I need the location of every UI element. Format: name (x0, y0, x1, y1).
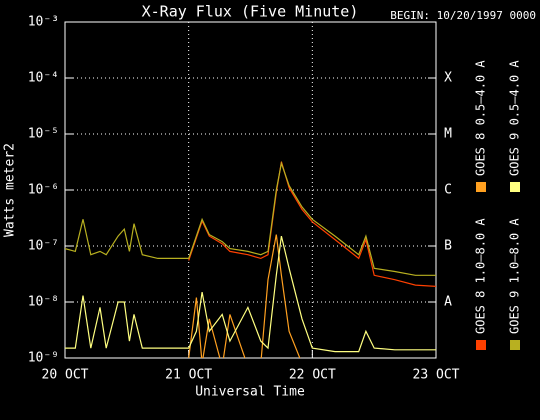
chart-title: X-Ray Flux (Five Minute) (142, 3, 359, 21)
x-tick-label: 23 OCT (413, 368, 460, 383)
y-tick-label: 10⁻⁶ (28, 183, 59, 198)
legend-swatch (476, 182, 486, 192)
y-tick-label: 10⁻⁵ (28, 127, 59, 142)
chart-subtitle: BEGIN: 10/20/1997 0000 (390, 9, 536, 22)
legend-swatch (476, 340, 486, 350)
class-label: X (444, 71, 452, 86)
series-line (188, 161, 436, 287)
y-tick-label: 10⁻⁴ (28, 71, 59, 86)
legend-label: GOES 8 1.0–8.0 A (474, 218, 488, 334)
class-label: M (444, 127, 452, 142)
x-tick-label: 21 OCT (165, 368, 212, 383)
plot-frame (64, 21, 437, 359)
y-axis-label: Watts meter2 (3, 143, 18, 237)
x-axis-label: Universal Time (195, 385, 305, 400)
class-label: A (444, 295, 452, 310)
legend-label: GOES 9 0.5–4.0 A (508, 60, 522, 176)
series-line (65, 235, 436, 353)
series-line (188, 234, 301, 358)
legend-label: GOES 8 0.5–4.0 A (474, 60, 488, 176)
y-tick-label: 10⁻⁷ (28, 239, 59, 254)
series-line (65, 160, 436, 276)
y-tick-label: 10⁻⁹ (28, 351, 59, 366)
legend-label: GOES 9 1.0–8.0 A (508, 218, 522, 334)
legend-swatch (510, 340, 520, 350)
y-tick-label: 10⁻³ (28, 15, 59, 30)
legend-swatch (510, 182, 520, 192)
x-tick-label: 20 OCT (42, 368, 89, 383)
x-tick-label: 22 OCT (289, 368, 336, 383)
class-label: C (444, 183, 452, 198)
class-label: B (444, 239, 452, 254)
y-tick-label: 10⁻⁸ (28, 295, 59, 310)
